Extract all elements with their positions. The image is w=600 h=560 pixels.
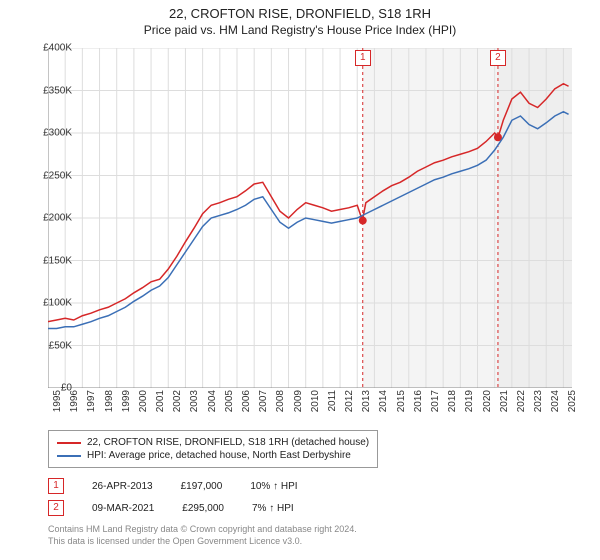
- x-tick-label: 1998: [104, 390, 115, 420]
- sale-delta: 10% ↑ HPI: [250, 481, 297, 492]
- legend-swatch: [57, 442, 81, 444]
- footer-line: This data is licensed under the Open Gov…: [48, 536, 357, 548]
- x-tick-label: 2021: [499, 390, 510, 420]
- y-tick-label: £50K: [28, 340, 72, 351]
- legend-label: 22, CROFTON RISE, DRONFIELD, S18 1RH (de…: [87, 437, 369, 448]
- x-tick-label: 2001: [155, 390, 166, 420]
- x-tick-label: 2008: [275, 390, 286, 420]
- y-tick-label: £300K: [28, 128, 72, 139]
- sale-row: 1 26-APR-2013 £197,000 10% ↑ HPI: [48, 478, 298, 494]
- x-tick-label: 2015: [396, 390, 407, 420]
- chart-subtitle: Price paid vs. HM Land Registry's House …: [0, 23, 600, 37]
- y-tick-label: £150K: [28, 255, 72, 266]
- x-tick-label: 2023: [533, 390, 544, 420]
- y-tick-label: £350K: [28, 85, 72, 96]
- legend-item: 22, CROFTON RISE, DRONFIELD, S18 1RH (de…: [57, 437, 369, 448]
- x-tick-label: 2013: [361, 390, 372, 420]
- legend-label: HPI: Average price, detached house, Nort…: [87, 450, 351, 461]
- sale-date: 26-APR-2013: [92, 481, 153, 492]
- x-tick-label: 2003: [189, 390, 200, 420]
- x-tick-label: 2017: [430, 390, 441, 420]
- x-tick-label: 2025: [567, 390, 578, 420]
- x-tick-label: 2005: [224, 390, 235, 420]
- x-tick-label: 2018: [447, 390, 458, 420]
- x-tick-label: 2024: [550, 390, 561, 420]
- x-tick-label: 1999: [121, 390, 132, 420]
- sale-date: 09-MAR-2021: [92, 503, 154, 514]
- sale-badge: 1: [48, 478, 64, 494]
- x-tick-label: 1996: [69, 390, 80, 420]
- y-tick-label: £250K: [28, 170, 72, 181]
- x-tick-label: 1997: [86, 390, 97, 420]
- y-tick-label: £0: [28, 383, 72, 394]
- sale-marker-badge: 2: [490, 50, 506, 66]
- x-tick-label: 2014: [378, 390, 389, 420]
- chart-title-address: 22, CROFTON RISE, DRONFIELD, S18 1RH: [0, 6, 600, 21]
- x-tick-label: 2007: [258, 390, 269, 420]
- sale-price: £197,000: [181, 481, 223, 492]
- x-tick-label: 2009: [293, 390, 304, 420]
- y-tick-label: £100K: [28, 298, 72, 309]
- sale-row: 2 09-MAR-2021 £295,000 7% ↑ HPI: [48, 500, 294, 516]
- x-tick-label: 2010: [310, 390, 321, 420]
- footer-line: Contains HM Land Registry data © Crown c…: [48, 524, 357, 536]
- x-tick-label: 2000: [138, 390, 149, 420]
- price-chart: [48, 48, 572, 388]
- x-tick-label: 2016: [413, 390, 424, 420]
- sale-price: £295,000: [182, 503, 224, 514]
- x-tick-label: 2012: [344, 390, 355, 420]
- x-tick-label: 2006: [241, 390, 252, 420]
- sale-delta: 7% ↑ HPI: [252, 503, 294, 514]
- x-tick-label: 2002: [172, 390, 183, 420]
- x-tick-label: 1995: [52, 390, 63, 420]
- y-tick-label: £400K: [28, 43, 72, 54]
- sale-marker-badge: 1: [355, 50, 371, 66]
- legend-swatch: [57, 455, 81, 457]
- x-tick-label: 2020: [482, 390, 493, 420]
- legend-item: HPI: Average price, detached house, Nort…: [57, 450, 369, 461]
- x-tick-label: 2022: [516, 390, 527, 420]
- x-tick-label: 2019: [464, 390, 475, 420]
- sale-badge: 2: [48, 500, 64, 516]
- legend: 22, CROFTON RISE, DRONFIELD, S18 1RH (de…: [48, 430, 378, 468]
- footer-attribution: Contains HM Land Registry data © Crown c…: [48, 524, 357, 547]
- x-tick-label: 2004: [207, 390, 218, 420]
- y-tick-label: £200K: [28, 213, 72, 224]
- x-tick-label: 2011: [327, 390, 338, 420]
